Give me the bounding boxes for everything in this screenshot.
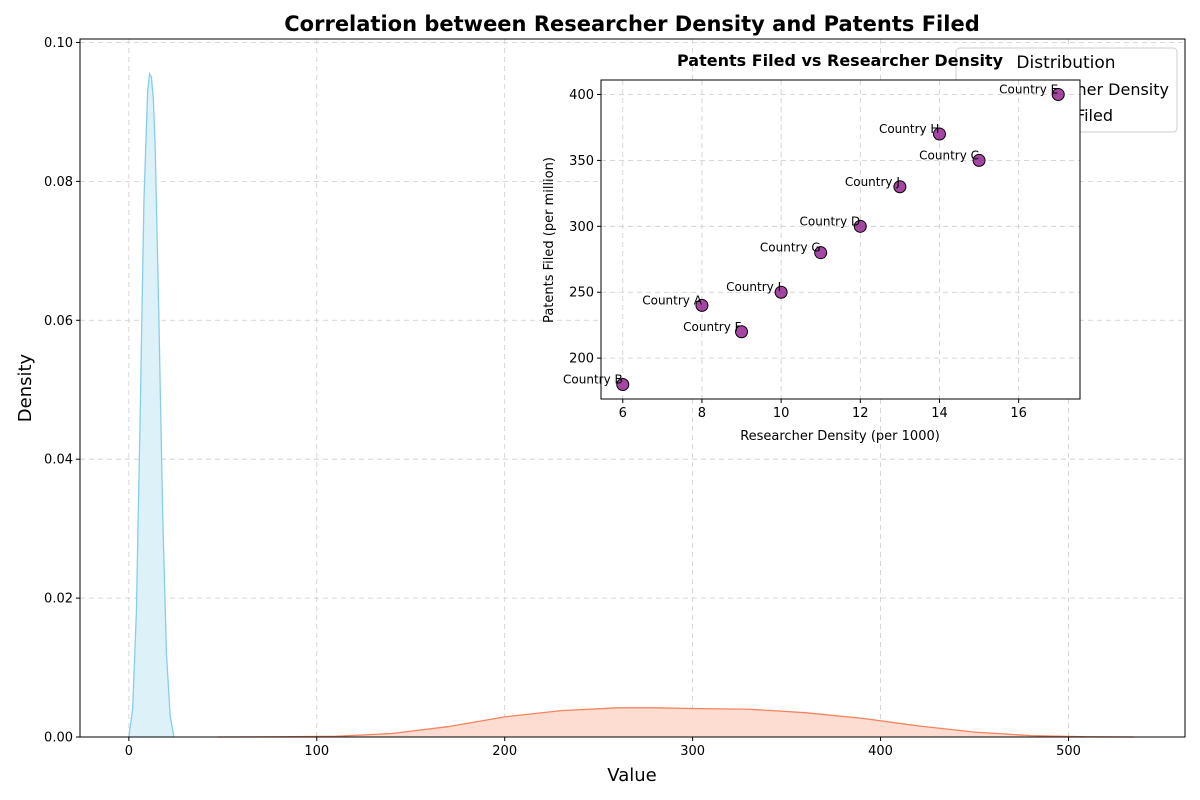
inset-chart: Country A Country B Country C Country D Coun… bbox=[542, 51, 1081, 444]
kde-area-patents-filed bbox=[217, 707, 1135, 737]
scatter-point-label: Country C bbox=[919, 148, 979, 162]
scatter-point-label: Country F bbox=[683, 320, 741, 334]
inset-plot-frame bbox=[600, 79, 1081, 400]
main-x-tick-label: 300 bbox=[680, 744, 705, 759]
inset-y-tick-label: 350 bbox=[569, 154, 594, 169]
main-y-tick-label: 0.04 bbox=[44, 453, 73, 468]
scatter-point bbox=[1051, 88, 1065, 101]
kde-line-patents-filed bbox=[217, 707, 1135, 738]
inset-points: Country A Country B Country C Country D Coun… bbox=[563, 83, 1065, 391]
scatter-point bbox=[695, 298, 709, 312]
main-series bbox=[128, 71, 1135, 738]
scatter-point-label: Country A bbox=[642, 293, 702, 307]
inset-title: Patents Filed vs Researcher Density bbox=[677, 51, 1004, 70]
scatter-point-label: Country G bbox=[760, 241, 821, 255]
inset-x-tick-label: 16 bbox=[1010, 406, 1027, 421]
inset-y-tick-label: 250 bbox=[569, 286, 594, 301]
main-x-tick-label: 500 bbox=[1056, 744, 1081, 759]
inset-y-tick-label: 200 bbox=[569, 352, 594, 367]
main-x-axis-label: Value bbox=[607, 765, 656, 786]
main-plot-frame bbox=[79, 38, 1186, 738]
scatter-point-label: Country J bbox=[845, 175, 900, 189]
scatter-point bbox=[616, 378, 630, 391]
main-x-tick-label: 400 bbox=[868, 744, 893, 759]
inset-x-tick-label: 10 bbox=[773, 406, 790, 421]
main-y-tick-label: 0.08 bbox=[44, 175, 73, 190]
inset-x-axis-label: Researcher Density (per 1000) bbox=[740, 429, 940, 444]
main-title: Correlation between Researcher Density a… bbox=[284, 12, 979, 36]
scatter-point bbox=[735, 325, 749, 339]
inset-x-tick-label: 6 bbox=[619, 406, 627, 421]
scatter-point-label: Country E bbox=[999, 83, 1058, 97]
kde-area-researcher-density bbox=[128, 73, 174, 738]
inset-y-tick-label: 300 bbox=[569, 220, 594, 235]
main-y-tick-label: 0.00 bbox=[44, 731, 73, 746]
main-y-tick-label: 0.06 bbox=[44, 314, 73, 329]
scatter-point-label: Country I bbox=[726, 280, 781, 294]
inset-y-axis-label: Patents Filed (per million) bbox=[542, 157, 557, 323]
scatter-point-label: Country H bbox=[879, 122, 940, 136]
main-x-tick-label: 0 bbox=[125, 744, 133, 759]
scatter-point bbox=[932, 127, 946, 141]
scatter-point bbox=[853, 219, 867, 233]
inset-y-tick-label: 400 bbox=[569, 88, 594, 103]
inset-x-ticks: 6 8 10 12 14 16 bbox=[619, 399, 1027, 421]
legend-title: Distribution bbox=[1016, 53, 1115, 73]
main-y-tick-label: 0.10 bbox=[44, 36, 73, 51]
scatter-point bbox=[972, 153, 986, 167]
inset-y-ticks: 200 250 300 350 400 bbox=[569, 88, 601, 367]
scatter-point-label: Country D bbox=[800, 214, 861, 228]
scatter-point bbox=[814, 246, 828, 260]
main-x-tick-label: 100 bbox=[304, 744, 329, 759]
main-y-axis-label: Density bbox=[15, 353, 36, 422]
scatter-point bbox=[774, 285, 788, 299]
kde-line-researcher-density bbox=[128, 71, 175, 738]
inset-grid bbox=[601, 80, 1080, 399]
inset-x-tick-label: 14 bbox=[931, 406, 948, 421]
inset-x-tick-label: 12 bbox=[852, 406, 869, 421]
inset-x-tick-label: 8 bbox=[698, 406, 706, 421]
scatter-point bbox=[893, 180, 907, 194]
main-y-ticks: 0.00 0.02 0.04 0.06 0.08 0.10 bbox=[44, 36, 80, 746]
main-x-tick-label: 200 bbox=[492, 744, 517, 759]
main-y-tick-label: 0.02 bbox=[44, 592, 73, 607]
inset-background bbox=[601, 80, 1080, 399]
scatter-point-label: Country B bbox=[563, 373, 623, 387]
main-x-ticks: 0 100 200 300 400 500 bbox=[125, 737, 1081, 759]
